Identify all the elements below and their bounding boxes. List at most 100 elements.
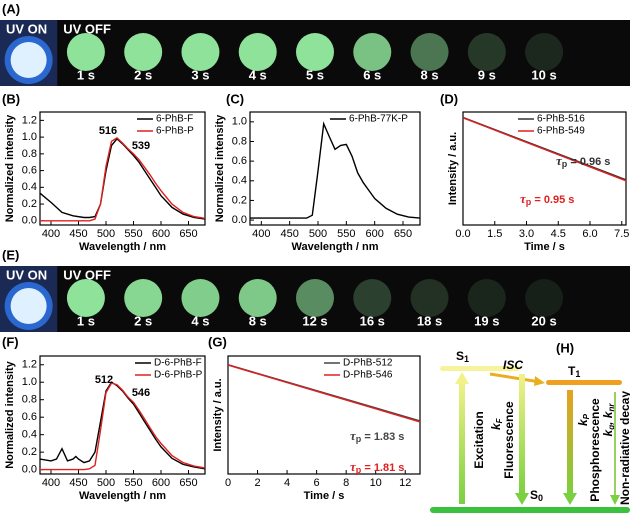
arrow-head xyxy=(455,372,469,384)
y-tick-label: 0.2 xyxy=(22,198,37,210)
time-label: 12 s xyxy=(302,313,327,328)
y-tick-label: 0.0 xyxy=(22,464,37,476)
plot-frame xyxy=(462,111,627,226)
lifetime-value: = 1.83 s xyxy=(361,431,404,443)
panel-label: (F) xyxy=(2,334,19,349)
time-label: 5 s xyxy=(306,67,324,82)
panel-label: (D) xyxy=(440,91,458,106)
panel-label: (G) xyxy=(208,334,227,349)
x-axis-label: Wavelength / nm xyxy=(292,241,379,253)
vial-glow xyxy=(296,33,334,71)
nonradiative-label: Non-radiative decay xyxy=(618,391,630,505)
x-tick-label: 10 xyxy=(370,477,382,489)
x-axis-label: Wavelength / nm xyxy=(79,241,166,253)
vial-glow xyxy=(410,279,449,317)
fluorescence-label: Fluorescence xyxy=(502,401,516,479)
series-line xyxy=(39,137,206,220)
lifetime-value: = 1.81 s xyxy=(361,462,404,474)
uv-on-label: UV ON xyxy=(6,267,47,282)
legend-label: D-PhB-546 xyxy=(343,370,393,381)
y-tick-label: 1.2 xyxy=(22,359,37,371)
isc-label: ISC xyxy=(503,358,523,372)
x-tick-label: 4.5 xyxy=(551,228,566,240)
lifetime-label: τp = 0.95 s xyxy=(520,191,574,207)
x-axis-label: Time / s xyxy=(304,490,345,502)
legend-label: D-6-PhB-F xyxy=(154,358,202,369)
uv-off-label: UV OFF xyxy=(63,267,111,282)
time-label: 1 s xyxy=(77,67,95,82)
vial-glow xyxy=(66,279,105,317)
rate-label: kF xyxy=(489,417,504,430)
time-label: 8 s xyxy=(249,313,267,328)
panel-label: (H) xyxy=(556,340,574,355)
vial-glow xyxy=(124,279,163,317)
y-tick-label: 0.6 xyxy=(22,411,37,423)
fluorescence-arrow xyxy=(519,374,525,496)
lifetime-sub: p xyxy=(562,159,568,169)
series-line xyxy=(462,117,627,182)
arrow-head xyxy=(563,493,577,505)
uv-on-label: UV ON xyxy=(6,21,47,36)
lifetime-value: = 0.96 s xyxy=(567,156,610,168)
x-tick-label: 12 xyxy=(399,477,411,489)
y-tick-label: 0.2 xyxy=(232,194,247,206)
y-tick-label: 0.8 xyxy=(22,148,37,160)
y-tick-label: 0.2 xyxy=(22,446,37,458)
y-axis-label: Intensity / a.u. xyxy=(212,378,224,451)
x-tick-label: 600 xyxy=(365,228,383,240)
vial-glow xyxy=(181,279,220,317)
x-tick-label: 7.5 xyxy=(614,228,629,240)
s0-level xyxy=(430,507,630,513)
excitation-label: Excitation xyxy=(472,411,486,468)
peak-label: 546 xyxy=(132,387,150,399)
vial-glow xyxy=(467,33,506,71)
rate-label: kq, knr xyxy=(601,403,616,437)
x-tick-label: 6 xyxy=(314,477,320,489)
excitation-arrow xyxy=(459,380,465,504)
x-tick-label: 0.0 xyxy=(455,228,470,240)
y-tick-label: 0.8 xyxy=(232,135,247,147)
time-label: 20 s xyxy=(531,313,556,328)
y-axis-label: Normalized intensity xyxy=(4,114,16,222)
panel-label: (B) xyxy=(2,91,20,106)
plot-frame xyxy=(249,111,421,226)
x-tick-label: 650 xyxy=(394,228,412,240)
isc-arrow xyxy=(489,372,541,384)
x-tick-label: 3.0 xyxy=(519,228,534,240)
vial-glow xyxy=(525,279,564,317)
vial-glow xyxy=(353,279,392,317)
peak-label: 512 xyxy=(95,374,113,386)
y-tick-label: 0.4 xyxy=(22,181,37,193)
y-tick-label: 1.0 xyxy=(22,131,37,143)
legend-label: 6-PhB-P xyxy=(156,126,194,137)
lifetime-label: τp = 1.81 s xyxy=(350,459,404,475)
series-line xyxy=(40,382,206,471)
x-tick-label: 600 xyxy=(152,228,170,240)
vial-glow xyxy=(410,33,449,71)
lifetime-sub: p xyxy=(356,465,362,475)
lifetime-label: τp = 0.96 s xyxy=(556,153,610,169)
x-tick-label: 6.0 xyxy=(582,228,597,240)
time-label: 19 s xyxy=(474,313,499,328)
panel-label: (C) xyxy=(226,91,244,106)
y-tick-label: 0.6 xyxy=(232,155,247,167)
phosphorescence-label: Phosphorescence xyxy=(588,398,602,502)
plot-frame xyxy=(39,355,206,475)
level-label: S0 xyxy=(530,488,543,503)
x-tick-label: 1.5 xyxy=(487,228,502,240)
lifetime-sub: p xyxy=(356,434,362,444)
x-axis-label: Wavelength / nm xyxy=(79,490,166,502)
x-axis-label: Time / s xyxy=(524,241,565,253)
lifetime-symbol: τ xyxy=(520,191,527,206)
x-tick-label: 550 xyxy=(337,228,355,240)
y-axis-label: Normalized intensity xyxy=(4,360,16,468)
rate-label: kP xyxy=(576,413,591,426)
x-tick-label: 450 xyxy=(280,228,298,240)
x-tick-label: 450 xyxy=(69,477,87,489)
legend-label: D-PhB-512 xyxy=(343,358,393,369)
time-label: 2 s xyxy=(134,67,152,82)
x-tick-label: 550 xyxy=(124,477,142,489)
x-tick-label: 500 xyxy=(97,477,115,489)
y-axis-label: Intensity / a.u. xyxy=(447,132,459,205)
vial-glow xyxy=(353,33,392,71)
